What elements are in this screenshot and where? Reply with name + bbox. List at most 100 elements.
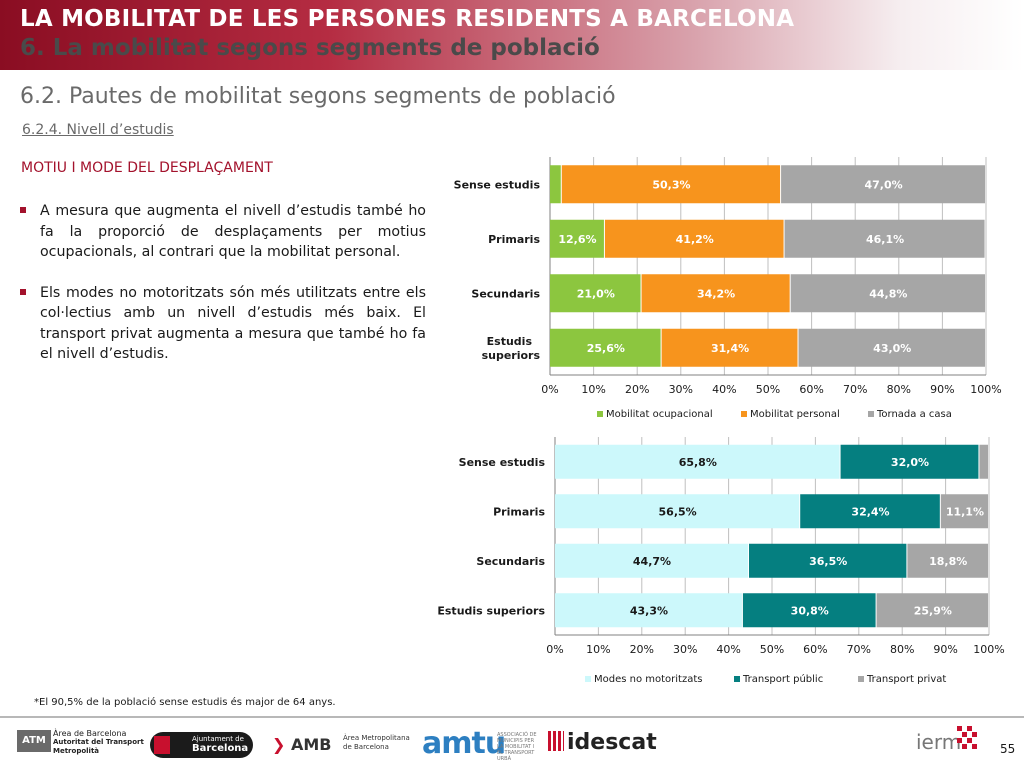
data-label: 56,5% xyxy=(659,505,697,518)
barcelona-logo-text: Ajuntament de Barcelona xyxy=(192,735,248,754)
bar xyxy=(555,444,840,479)
tick-label: 0% xyxy=(541,383,558,396)
legend-swatch xyxy=(597,411,603,417)
category-label: Sense estudis xyxy=(454,178,541,191)
idescat-logo-text: idescat xyxy=(567,730,657,755)
data-label: 44,8% xyxy=(869,287,907,300)
bar xyxy=(979,444,988,479)
bar xyxy=(784,219,985,258)
amtu-logo: amtu xyxy=(422,726,506,761)
bar xyxy=(604,219,784,258)
bar xyxy=(800,494,940,529)
data-label: 11,1% xyxy=(946,505,984,518)
category-label: Primaris xyxy=(488,233,540,246)
amb-line: Àrea Metropolitana xyxy=(343,734,410,742)
bar xyxy=(742,593,876,628)
bullet-item: A mesura que augmenta el nivell d’estudi… xyxy=(20,201,426,263)
subsection-title: 6.2.4. Nivell d’estudis xyxy=(22,122,174,138)
bar xyxy=(748,543,907,578)
footer-divider xyxy=(0,716,1024,718)
amb-line: de Barcelona xyxy=(343,743,389,751)
tick-label: 40% xyxy=(712,383,736,396)
bar xyxy=(790,274,985,313)
legend-label: Mobilitat ocupacional xyxy=(606,409,713,420)
category-label-line: Estudis superiors xyxy=(437,604,545,617)
data-label: 50,3% xyxy=(652,178,690,191)
data-label: 47,0% xyxy=(864,178,902,191)
tick-label: 30% xyxy=(673,643,697,656)
atm-line: Àrea de Barcelona xyxy=(53,729,127,738)
atm-line: Autoritat del Transport xyxy=(53,738,144,746)
plot-area: 0% 10% 20% 30% 40% 50% 60% 70% 80% 90% 100% Sense e… xyxy=(437,437,1005,685)
data-label: 32,4% xyxy=(851,505,889,518)
category-label-line: superiors xyxy=(482,349,541,362)
legend-swatch xyxy=(858,676,864,682)
data-label: 36,5% xyxy=(809,555,847,568)
category-label: Estudis superiors xyxy=(437,604,545,617)
tick-label: 60% xyxy=(803,643,827,656)
bullet-text: A mesura que augmenta el nivell d’estudi… xyxy=(40,203,426,260)
footnote: *El 90,5% de la població sense estudis é… xyxy=(34,697,336,708)
tick-label: 90% xyxy=(933,643,957,656)
data-label: 43,3% xyxy=(630,604,668,617)
legend-label: Transport públic xyxy=(742,673,823,685)
text-heading: MOTIU I MODE DEL DESPLAÇAMENT xyxy=(21,160,273,176)
tick-label: 100% xyxy=(970,383,1001,396)
tick-label: 80% xyxy=(887,383,911,396)
legend-swatch xyxy=(734,676,740,682)
amb-logo-text: AMB xyxy=(290,735,332,754)
legend-label: Tornada a casa xyxy=(876,409,952,420)
section-title: 6.2. Pautes de mobilitat segons segments… xyxy=(20,84,616,109)
category-label: Primaris xyxy=(493,505,545,518)
tick-label: 20% xyxy=(625,383,649,396)
main-title: LA MOBILITAT DE LES PERSONES RESIDENTS A… xyxy=(20,6,795,32)
tick-label: 70% xyxy=(843,383,867,396)
atm-logo-text: Àrea de Barcelona Autoritat del Transpor… xyxy=(53,729,144,756)
data-label: 65,8% xyxy=(679,456,717,469)
data-label: 25,9% xyxy=(914,604,952,617)
data-label: 44,7% xyxy=(633,555,671,568)
bar xyxy=(661,328,798,367)
bar xyxy=(798,328,985,367)
tick-label: 90% xyxy=(930,383,954,396)
legend-label: Modes no motoritzats xyxy=(594,674,703,685)
bar xyxy=(550,219,604,258)
legend-swatch xyxy=(868,411,874,417)
data-label: 34,2% xyxy=(697,287,735,300)
amb-chevron-icon: ❯ xyxy=(272,735,291,754)
idescat-logo: idescat xyxy=(548,730,657,755)
tick-label: 60% xyxy=(799,383,823,396)
ierm-grid-icon xyxy=(957,726,977,749)
amb-logo: ❯ AMB xyxy=(272,735,331,754)
bullet-marker-icon xyxy=(20,207,26,213)
bar xyxy=(907,543,988,578)
category-label: Secundaris xyxy=(476,555,545,568)
ierm-logo: ierm xyxy=(916,730,962,754)
legend-label: Mobilitat personal xyxy=(750,409,840,420)
bar xyxy=(940,494,988,529)
tick-label: 80% xyxy=(890,643,914,656)
data-label: 21,0% xyxy=(577,287,615,300)
category-label-line: Estudis xyxy=(487,335,533,348)
category-label: Sense estudis xyxy=(459,456,546,469)
legend-label: Transport privat xyxy=(866,674,946,685)
idescat-bars-icon xyxy=(548,731,564,751)
bcn-line: Barcelona xyxy=(192,743,249,754)
bar xyxy=(550,165,561,204)
category-label: Estudis superiors xyxy=(482,335,541,362)
tick-label: 20% xyxy=(630,643,654,656)
bar xyxy=(555,593,742,628)
page-number: 55 xyxy=(1000,742,1016,756)
bar xyxy=(561,165,781,204)
tick-label: 40% xyxy=(716,643,740,656)
data-label: 43,0% xyxy=(873,342,911,355)
chapter-title: 6. La mobilitat segons segments de pobla… xyxy=(20,35,600,61)
amtu-logo-subtext: ASSOCIACIÓ DE MUNICIPIS PER LA MOBILITAT… xyxy=(497,732,537,762)
tick-label: 100% xyxy=(973,643,1004,656)
bullet-marker-icon xyxy=(20,288,26,295)
bar xyxy=(876,593,988,628)
bar xyxy=(840,444,979,479)
legend-swatch xyxy=(741,411,747,417)
bullet-item: Els modes no motoritzats són més utilitz… xyxy=(20,283,426,365)
tick-label: 10% xyxy=(581,383,605,396)
